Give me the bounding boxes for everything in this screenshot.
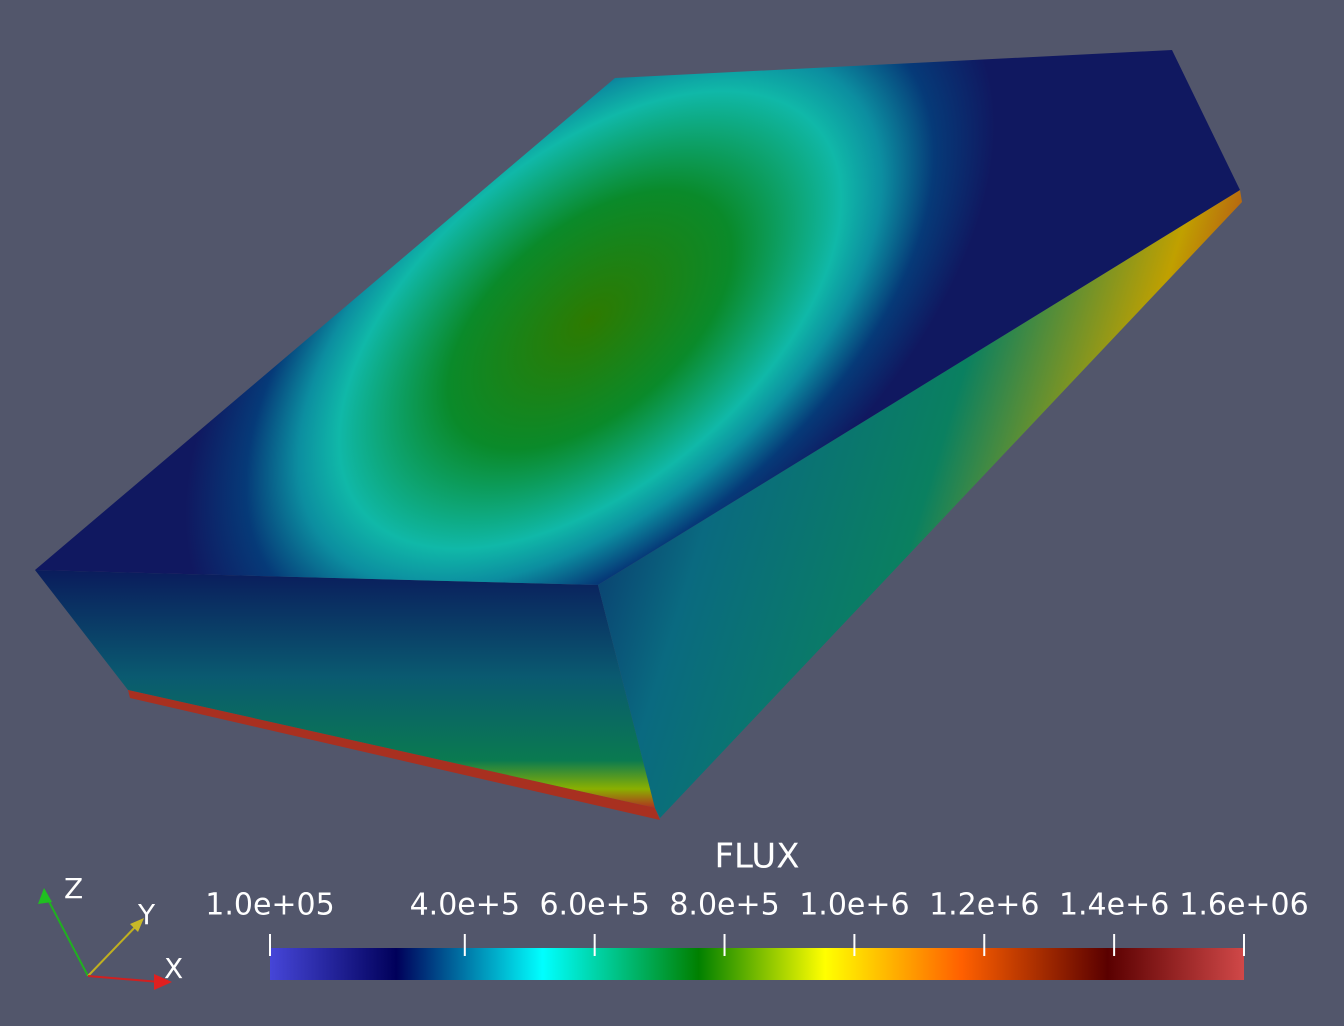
tick-label: 8.0e+5	[669, 888, 779, 923]
orientation-axes: Z Y X	[38, 872, 183, 990]
legend-title: FLUX	[715, 837, 800, 877]
z-arrow	[38, 888, 52, 904]
right-face	[598, 190, 1242, 818]
tick-label: 6.0e+5	[539, 888, 649, 923]
tick-label: 1.2e+6	[929, 888, 1039, 923]
axis-label-z: Z	[64, 872, 83, 905]
top-face	[35, 50, 1240, 585]
y-axis	[87, 921, 141, 977]
surface-model	[35, 50, 1242, 820]
y-arrow	[130, 918, 144, 932]
front-face	[35, 570, 655, 808]
bottom-edge	[128, 690, 660, 820]
axis-label-y: Y	[137, 898, 156, 931]
color-bar	[270, 948, 1244, 980]
axis-label-x: X	[164, 952, 183, 985]
tick-label: 4.0e+5	[410, 888, 520, 923]
tick-label: 1.4e+6	[1059, 888, 1169, 923]
tick-label: 1.6e+06	[1179, 888, 1308, 923]
tick-label: 1.0e+6	[799, 888, 909, 923]
z-axis	[43, 891, 89, 977]
x-arrow	[154, 974, 172, 990]
x-axis	[87, 975, 161, 983]
color-legend: FLUX 1.0e+05 4.0e+5 6.0e+5 8.0e+5 1.0e+6 1.2e…	[205, 837, 1309, 980]
tick-label: 1.0e+05	[205, 888, 334, 923]
